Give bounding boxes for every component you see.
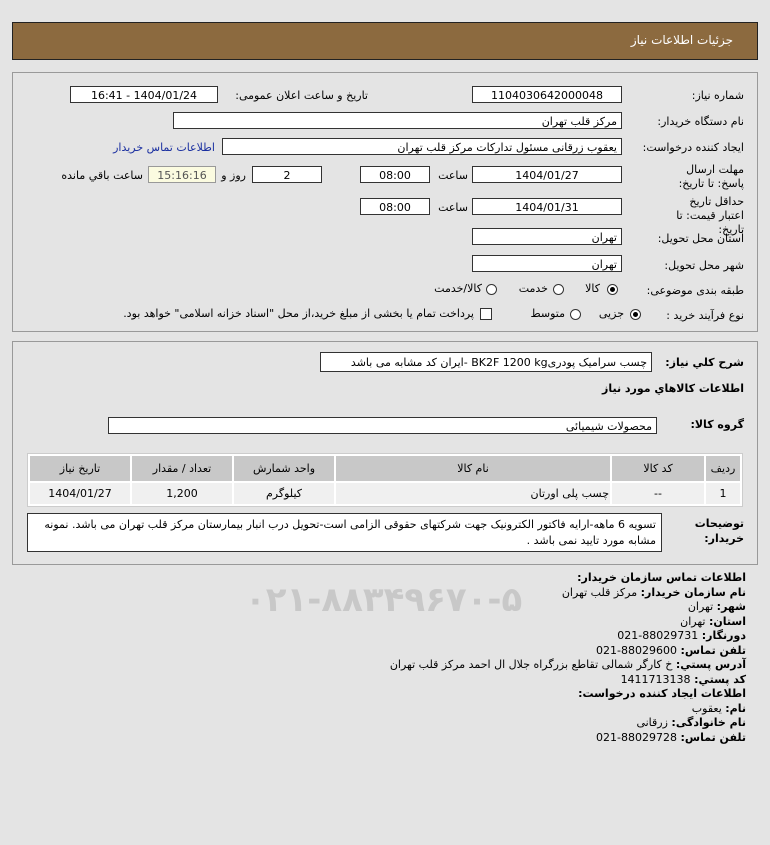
name-value: یعقوب (691, 701, 722, 715)
group-field: محصولات شیمیائی (108, 417, 657, 434)
org-value: مرکز قلب تهران (561, 585, 638, 599)
buyer-org-label: نام دستگاه خریدار: (657, 115, 744, 128)
process-option-medium: متوسط (530, 307, 565, 320)
need-number-field: 1104030642000048 (472, 86, 622, 103)
table-row: 1 -- چسب پلی اورتان کیلوگرم 1,200 1404/0… (30, 483, 740, 504)
phone-value: 88029600-021 (596, 643, 678, 657)
group-label: گروه کالا: (690, 418, 744, 431)
city-value: تهران (687, 600, 714, 613)
address-label: آدرس پستي: (675, 658, 746, 671)
city-label: شهر محل تحویل: (664, 259, 744, 272)
creator-phone-label: تلفن تماس: (680, 730, 746, 744)
deadline-date-field: 1404/01/27 (472, 166, 622, 183)
need-number-label: شماره نیاز: (691, 89, 744, 102)
province-label: استان محل تحویل: (657, 232, 744, 245)
category-radio-both[interactable] (486, 284, 497, 295)
notes-field: تسویه 6 ماهه-ارایه فاکتور الکترونیک جهت … (27, 513, 662, 552)
contact-title: اطلاعات تماس سازمان خریدار: (577, 571, 746, 584)
days-label: روز و (221, 169, 246, 182)
province-label: استان: (709, 614, 746, 628)
cell-name: چسب پلی اورتان (336, 483, 610, 504)
deadline-time-label: ساعت (438, 169, 468, 182)
process-radio-minor[interactable] (630, 309, 641, 320)
name-label: نام: (725, 701, 746, 715)
process-radio-medium[interactable] (570, 309, 581, 320)
category-option-goods: کالا (585, 282, 600, 295)
col-unit: واحد شمارش (234, 456, 334, 481)
creator-phone-value: 88029728-021 (596, 730, 678, 744)
creator-label: ایجاد کننده درخواست: (642, 141, 744, 154)
category-option-service: خدمت (518, 282, 548, 295)
col-name: نام کالا (336, 456, 610, 481)
summary-label: شرح کلي نياز: (665, 356, 744, 369)
cell-date: 1404/01/27 (30, 483, 130, 504)
process-option-minor: جزیی (598, 307, 624, 320)
process-label: نوع فرآیند خرید : (666, 309, 744, 322)
family-value: زرقانی (636, 716, 668, 729)
creator-field: یعقوب زرقانی مسئول تدارکات مرکز قلب تهرا… (222, 138, 622, 155)
days-field: 2 (252, 166, 322, 183)
validity-label: حداقل تاریخ اعتبار قیمت: تا تاریخ: (676, 195, 744, 236)
goods-title: اطلاعات کالاهاي مورد نياز (602, 382, 744, 395)
goods-table: ردیف کد کالا نام کالا واحد شمارش تعداد /… (27, 453, 743, 507)
remaining-label: ساعت باقي مانده (61, 169, 143, 182)
fax-label: دورنگار: (701, 629, 746, 642)
cell-code: -- (612, 483, 704, 504)
col-date: تاریخ نیاز (30, 456, 130, 481)
contact-section: اطلاعات تماس سازمان خریدار: نام سازمان خ… (390, 571, 746, 745)
notes-label: توضیحات خریدار: (694, 517, 744, 545)
address-value: خ کارگر شمالی تقاطع بزرگراه جلال ال احمد… (389, 658, 673, 671)
cell-unit: کیلوگرم (234, 483, 334, 504)
family-label: نام خانوادگی: (671, 716, 746, 729)
postal-value: 1411713138 (620, 672, 691, 686)
remaining-time-field: 15:16:16 (148, 166, 216, 183)
buyer-contact-link[interactable]: اطلاعات تماس خریدار (113, 141, 215, 154)
page-header: جزئیات اطلاعات نیاز (12, 22, 758, 60)
fax-value: 88029731-021 (617, 629, 699, 642)
category-radio-service[interactable] (553, 284, 564, 295)
province-value: تهران (680, 614, 706, 628)
org-label: نام سازمان خریدار: (640, 585, 746, 599)
col-code: کد کالا (612, 456, 704, 481)
province-field: تهران (472, 228, 622, 245)
validity-time-label: ساعت (438, 201, 468, 214)
phone-label: تلفن تماس: (680, 643, 746, 657)
deadline-label: مهلت ارسال پاسخ: تا تاریخ: (678, 163, 744, 190)
announce-field: 1404/01/24 - 16:41 (70, 86, 218, 103)
creator-title: اطلاعات ایجاد کننده درخواست: (578, 687, 746, 700)
announce-label: تاریخ و ساعت اعلان عمومی: (235, 89, 368, 102)
buyer-org-field: مرکز قلب تهران (173, 112, 622, 129)
validity-date-field: 1404/01/31 (472, 198, 622, 215)
cell-row: 1 (706, 483, 740, 504)
page-title: جزئیات اطلاعات نیاز (630, 33, 733, 47)
col-qty: تعداد / مقدار (132, 456, 232, 481)
deadline-time-field: 08:00 (360, 166, 430, 183)
payment-checkbox[interactable] (480, 308, 492, 320)
category-label: طبقه بندی موضوعی: (646, 284, 744, 297)
cell-qty: 1,200 (132, 483, 232, 504)
category-option-both: کالا/خدمت (434, 282, 482, 295)
category-radio-goods[interactable] (607, 284, 618, 295)
validity-time-field: 08:00 (360, 198, 430, 215)
table-header-row: ردیف کد کالا نام کالا واحد شمارش تعداد /… (30, 456, 740, 481)
city-field: تهران (472, 255, 622, 272)
city-label: شهر: (716, 600, 746, 613)
summary-field: چسب سرامیک پودریBK2F 1200 kg -ایران کد م… (320, 352, 652, 372)
payment-note: پرداخت تمام یا بخشی از مبلغ خرید،از محل … (123, 307, 474, 320)
col-row: ردیف (706, 456, 740, 481)
postal-label: کد پستي: (694, 672, 746, 686)
